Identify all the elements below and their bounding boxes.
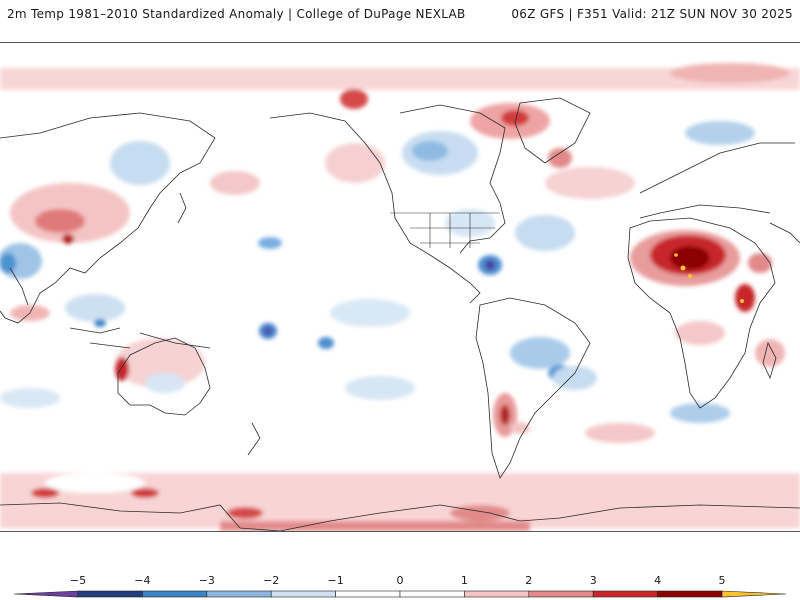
patagonia-hot [500,405,510,425]
anomaly-map [0,42,800,532]
us-state-lines [390,212,500,248]
southern-ocean-cool [670,403,730,423]
south-america-coast [475,297,591,479]
australia-cool [145,373,185,393]
pacific-cold-3 [318,337,334,349]
colorbar-segment [657,590,723,598]
pacific-cold-2-core [265,328,271,334]
antarctic-hot-2 [131,488,159,498]
colorbar-segment [335,590,401,598]
ocean-background [0,43,800,531]
colorbar: −5 −4 −3 −2 −1 0 1 2 3 4 5 [0,570,800,600]
south-pacific-cool [345,376,415,400]
arctic-warm-spot [340,89,368,109]
indonesia-cool [65,294,125,322]
colorbar-segment [399,590,465,598]
extreme-warm-specks [674,253,744,303]
australia-warm [115,338,205,388]
indonesia-islands [69,327,211,349]
nw-pacific-warm [210,171,260,195]
tibet-hot-spot [62,234,74,244]
canada-cool-core [412,141,448,161]
colorbar-segment [206,590,272,598]
map-svg [0,43,800,531]
pacific-cold-1 [258,237,282,249]
colorbar-segment [77,590,143,598]
southern-africa-warm [675,321,725,345]
pacific-cold-4 [94,319,106,327]
colorbar-tick-label: −4 [134,574,151,587]
new-zealand-coast [247,422,261,456]
atlantic-cool [515,215,575,251]
colorbar-tick-label: 0 [396,574,404,587]
india-coast [9,267,29,306]
north-america-west-coast [269,112,481,304]
siberia-warm [670,63,790,83]
greenland-coast [514,97,591,164]
coastlines [0,97,800,531]
argentina-warm [510,422,530,434]
south-atlantic-cool [553,366,597,390]
arabia-coast [769,222,800,244]
colorbar-tick-label: 4 [654,574,662,587]
colorbar-segment [592,590,658,598]
europe-cool [685,121,755,145]
brazil-cool [510,337,570,369]
colorbar-arrow-low [13,590,79,598]
colorbar-segment [270,590,336,598]
indian-ocean-cool [0,388,60,408]
tibet-warm-core [35,209,85,233]
antarctic-hot-3 [227,507,263,519]
antarctica-coast [0,502,800,531]
western-australia-hot [115,357,129,381]
madagascar-warm [755,339,785,367]
antarctic-edge-warm [220,521,530,531]
colorbar-tick-label: −5 [69,574,87,587]
greenland-warm-core [501,110,529,126]
antarctic-neutral [45,473,145,493]
japan-coast [177,192,187,224]
arctic-warm-band [0,68,800,90]
madagascar-coast [762,341,777,380]
colorbar-tick-label: −3 [198,574,215,587]
north-america-east-coast [399,104,506,254]
east-asia-cool [110,141,170,185]
australia-coast [117,337,211,416]
antarctic-warm-4 [450,505,510,521]
atlantic-warm-spot [548,148,572,168]
colorbar-tick-label: 3 [589,574,597,587]
anomaly-field [0,63,800,531]
colorbar-segment [142,590,208,598]
india-cold [0,253,16,273]
colorbar-tick-label: −2 [263,574,280,587]
north-atlantic-warm [545,167,635,199]
colorbar-segment [464,590,530,598]
ethiopia-warm [748,253,772,273]
map-title: 2m Temp 1981–2010 Standardized Anomaly |… [7,7,466,21]
model-run-info: 06Z GFS | F351 Valid: 21Z SUN NOV 30 202… [511,7,793,21]
caribbean-cold-core [485,260,495,270]
colorbar-tick-label: 5 [718,574,726,587]
east-africa-hot [735,284,755,312]
sahel-extreme [670,246,710,270]
colorbar-arrow-high [721,590,787,598]
header: 2m Temp 1981–2010 Standardized Anomaly |… [0,0,800,30]
colorbar-segment [528,590,594,598]
colorbar-tick-label: 2 [525,574,533,587]
alaska-warm [325,143,385,183]
colorbar-svg [13,590,787,598]
pacific-cool-band [330,299,410,327]
europe-coast [639,142,795,219]
africa-coast [627,217,776,409]
south-atlantic-warm [585,423,655,443]
antarctic-hot-1 [31,488,59,498]
colorbar-tick-label: −1 [327,574,344,587]
colorbar-tick-label: 1 [460,574,468,587]
asia-coast [0,112,216,324]
